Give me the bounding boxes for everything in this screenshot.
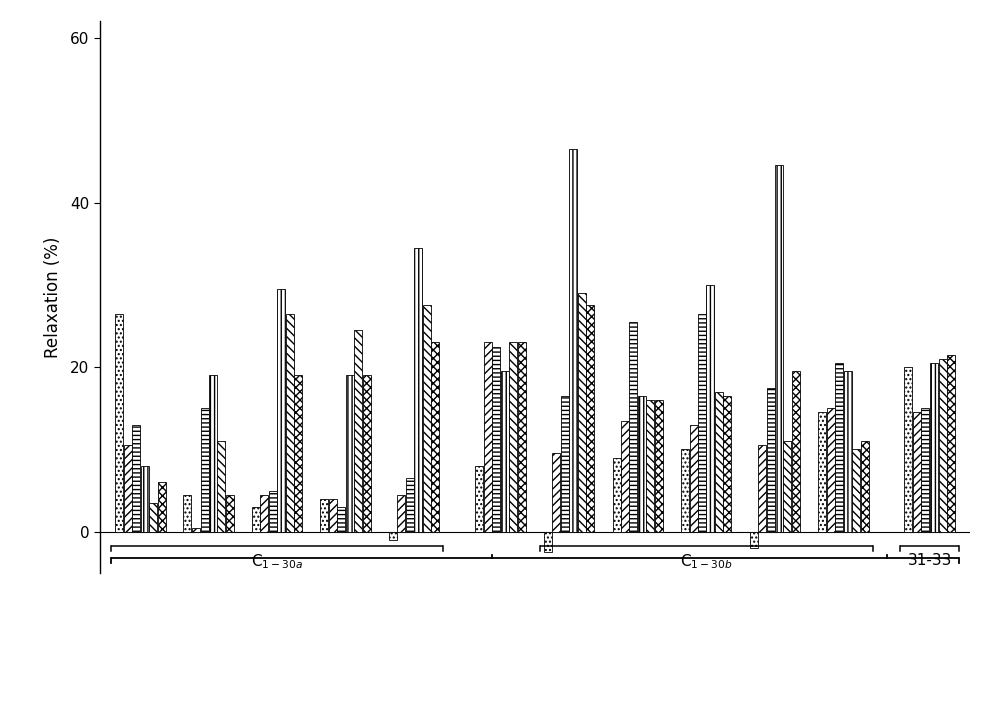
Bar <box>286 314 294 532</box>
Bar <box>260 495 268 532</box>
Bar <box>792 371 800 532</box>
Bar <box>544 532 552 552</box>
Bar <box>578 293 586 532</box>
Bar <box>140 466 148 532</box>
Bar <box>612 458 620 532</box>
Bar <box>586 305 594 532</box>
Bar <box>646 400 654 532</box>
Bar <box>277 289 286 532</box>
Bar <box>363 375 371 532</box>
Bar <box>431 342 439 532</box>
Bar <box>775 165 783 532</box>
Bar <box>354 330 362 532</box>
Bar <box>655 400 663 532</box>
Bar <box>423 305 431 532</box>
Bar <box>715 392 723 532</box>
Bar <box>217 441 225 532</box>
Bar <box>638 396 646 532</box>
Bar <box>389 532 397 540</box>
Bar <box>294 375 302 532</box>
Bar <box>209 375 217 532</box>
Bar <box>706 285 714 532</box>
Bar <box>406 478 414 532</box>
Bar <box>252 507 260 532</box>
Bar <box>501 371 509 532</box>
Bar <box>320 499 328 532</box>
Bar <box>913 412 921 532</box>
Bar <box>569 149 577 532</box>
Bar <box>192 528 200 532</box>
Bar <box>930 363 938 532</box>
Bar <box>947 354 955 532</box>
Text: C$_{1-30b}$: C$_{1-30b}$ <box>680 553 733 571</box>
Bar <box>552 453 560 532</box>
Bar <box>698 314 706 532</box>
Bar <box>492 347 500 532</box>
Text: C$_{1-30a}$: C$_{1-30a}$ <box>251 553 303 571</box>
Bar <box>124 445 132 532</box>
Bar <box>346 375 354 532</box>
Bar <box>835 363 843 532</box>
Bar <box>681 450 689 532</box>
Bar <box>783 441 791 532</box>
Bar <box>158 483 166 532</box>
Bar <box>226 495 234 532</box>
Bar <box>269 490 277 532</box>
Bar <box>826 408 834 532</box>
Bar <box>690 425 698 532</box>
Bar <box>621 420 629 532</box>
Bar <box>723 396 731 532</box>
Bar <box>921 408 929 532</box>
Bar <box>475 466 483 532</box>
Bar <box>132 425 140 532</box>
Bar <box>518 342 526 532</box>
Bar <box>758 445 766 532</box>
Bar <box>397 495 405 532</box>
Bar <box>149 503 157 532</box>
Text: 31-33: 31-33 <box>908 553 952 568</box>
Bar <box>414 248 422 532</box>
Bar <box>938 359 946 532</box>
Bar <box>860 441 868 532</box>
Bar <box>329 499 337 532</box>
Bar <box>115 314 123 532</box>
Bar <box>852 450 860 532</box>
Bar <box>767 387 774 532</box>
Bar <box>844 371 852 532</box>
Bar <box>200 408 208 532</box>
Bar <box>484 342 492 532</box>
Bar <box>509 342 517 532</box>
Bar <box>337 507 345 532</box>
Bar <box>818 412 826 532</box>
Bar <box>904 367 912 532</box>
Bar <box>630 321 637 532</box>
Bar <box>561 396 569 532</box>
Bar <box>183 495 191 532</box>
Bar <box>750 532 758 548</box>
Y-axis label: Relaxation (%): Relaxation (%) <box>44 236 62 358</box>
